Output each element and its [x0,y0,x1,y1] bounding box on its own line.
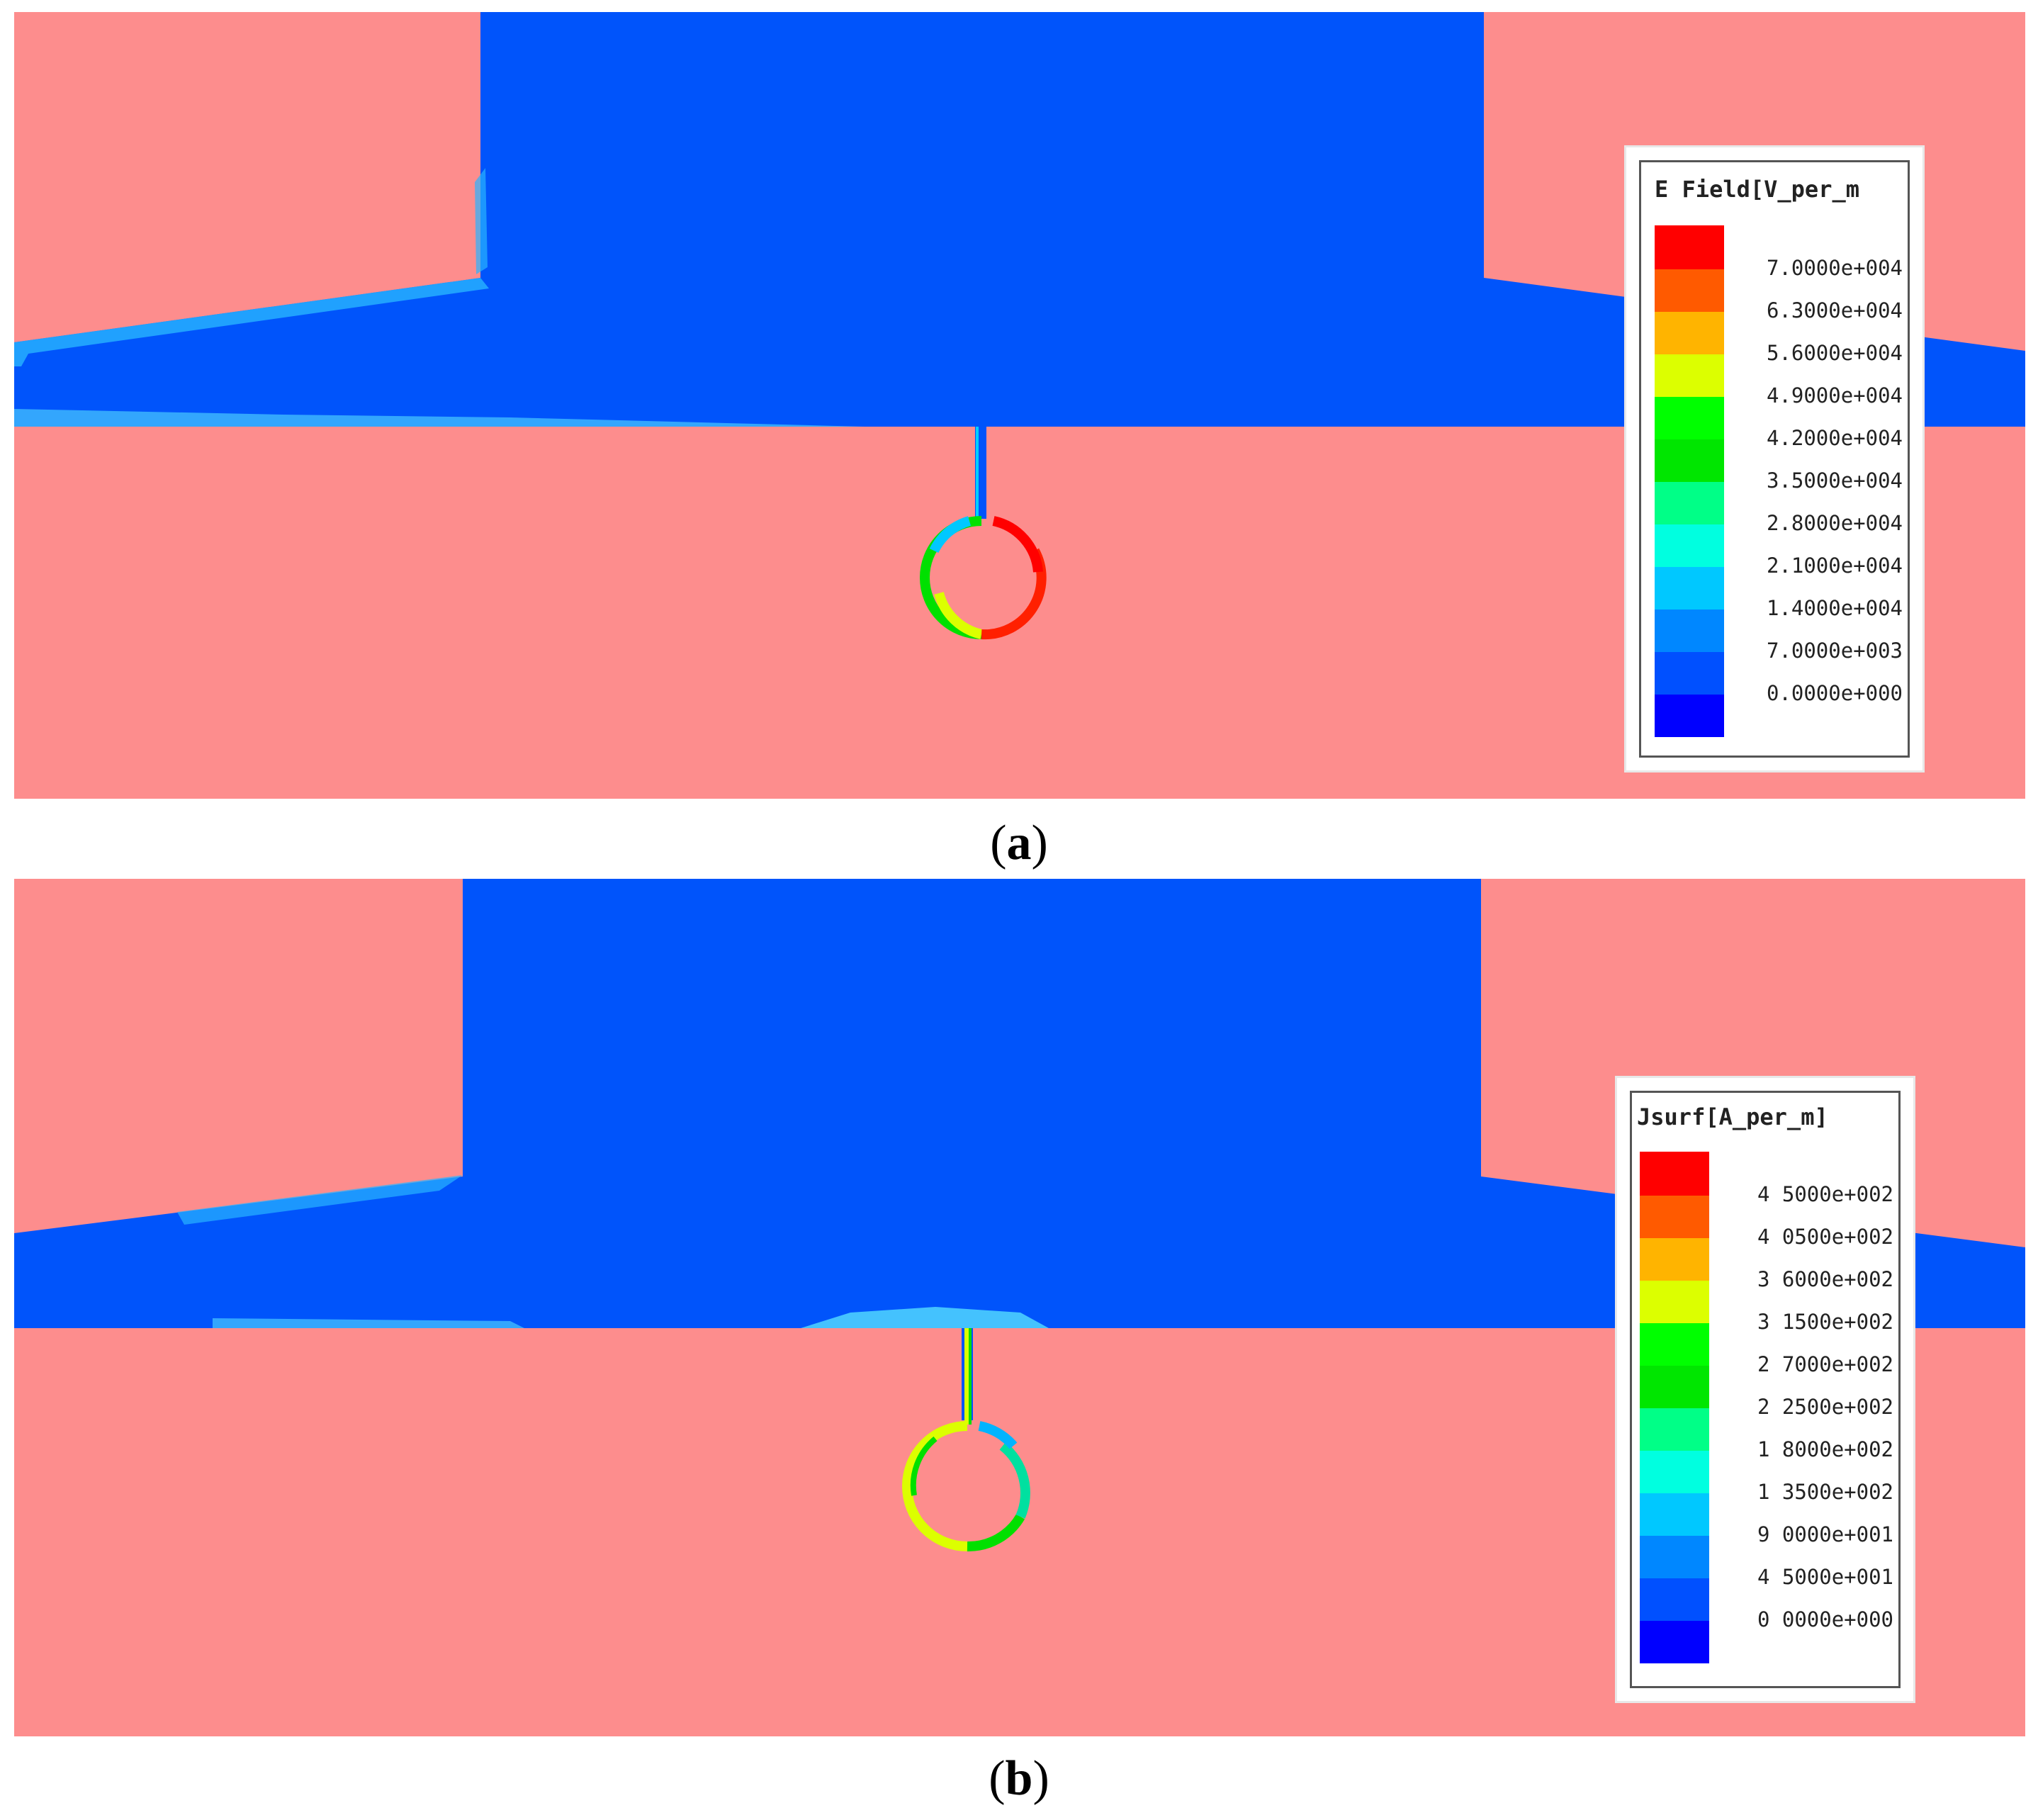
swatch-10 [1640,1536,1709,1578]
swatch-7 [1655,482,1724,524]
legend-value: 2.8000e+004 [1766,511,1903,535]
legend-value: 6.3000e+004 [1766,298,1903,322]
legend-values: 7.0000e+004 6.3000e+004 5.6000e+004 4.90… [1733,225,1903,736]
color-legend: Jsurf[A_per_m] 4 5000e+002 4 0500e+002 3… [1615,1076,1915,1703]
legend-value: 1 8000e+002 [1757,1437,1893,1461]
legend-color-scale [1655,225,1724,737]
legend-value: 2 7000e+002 [1757,1352,1893,1376]
swatch-12 [1655,695,1724,737]
legend-value: 9 0000e+001 [1757,1522,1893,1546]
waveguide-region [14,12,2025,427]
caption-b: (b) [989,1751,1049,1806]
legend-value: 7.0000e+004 [1766,256,1903,280]
caption-letter: a [1006,816,1032,870]
legend-value: 4 5000e+001 [1757,1565,1893,1589]
swatch-2 [1640,1196,1709,1238]
swatch-1 [1655,225,1724,269]
caption-letter: b [1005,1751,1033,1806]
swatch-9 [1655,567,1724,610]
field-plot-a: E Field[V_per_m 7.0000e+004 6.3000e+004 … [14,12,2025,799]
field-plot-b: Jsurf[A_per_m] 4 5000e+002 4 0500e+002 3… [14,879,2025,1736]
legend-value: 3 6000e+002 [1757,1267,1893,1291]
legend-value: 7.0000e+003 [1766,639,1903,663]
swatch-11 [1655,652,1724,695]
legend-value: 4.2000e+004 [1766,426,1903,450]
swatch-7 [1640,1408,1709,1451]
legend-value: 0.0000e+000 [1766,681,1903,705]
swatch-3 [1640,1238,1709,1281]
legend-value: 3 1500e+002 [1757,1310,1893,1334]
legend-frame [1639,160,1910,758]
legend-value: 4 0500e+002 [1757,1225,1893,1249]
waveguide-region [14,879,2025,1328]
swatch-9 [1640,1493,1709,1536]
swatch-5 [1655,397,1724,439]
legend-value: 1 3500e+002 [1757,1480,1893,1504]
legend-frame [1630,1091,1901,1688]
legend-value: 4 5000e+002 [1757,1182,1893,1206]
swatch-2 [1655,269,1724,312]
swatch-4 [1655,354,1724,397]
swatch-10 [1655,610,1724,652]
swatch-5 [1640,1323,1709,1366]
swatch-8 [1640,1451,1709,1493]
legend-value: 5.6000e+004 [1766,341,1903,365]
swatch-12 [1640,1621,1709,1663]
ring-resonator [902,1421,1030,1552]
swatch-8 [1655,524,1724,567]
swatch-4 [1640,1281,1709,1323]
legend-title: E Field[V_per_m [1655,176,1859,203]
swatch-3 [1655,312,1724,354]
legend-value: 2 2500e+002 [1757,1395,1893,1419]
swatch-1 [1640,1152,1709,1196]
legend-value: 3.5000e+004 [1766,468,1903,493]
color-legend: E Field[V_per_m 7.0000e+004 6.3000e+004 … [1624,145,1925,773]
legend-value: 4.9000e+004 [1766,383,1903,408]
swatch-11 [1640,1578,1709,1621]
legend-value: 0 0000e+000 [1757,1607,1893,1631]
swatch-6 [1655,439,1724,482]
ring-resonator [920,516,1047,640]
caption-a: (a) [990,816,1048,870]
legend-values: 4 5000e+002 4 0500e+002 3 6000e+002 3 15… [1723,1152,1893,1662]
legend-value: 2.1000e+004 [1766,554,1903,578]
legend-color-scale [1640,1152,1709,1663]
swatch-6 [1640,1366,1709,1408]
legend-title: Jsurf[A_per_m] [1637,1103,1828,1130]
legend-value: 1.4000e+004 [1766,596,1903,620]
